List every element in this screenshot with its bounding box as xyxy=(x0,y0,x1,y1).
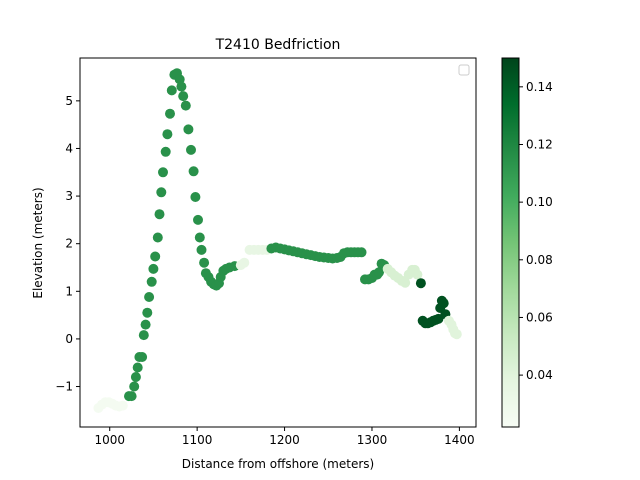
colorbar-tick-label: 0.12 xyxy=(526,137,553,151)
data-point xyxy=(144,292,155,302)
data-point xyxy=(199,257,210,268)
data-point xyxy=(166,85,177,96)
data-point xyxy=(152,232,163,243)
legend-box xyxy=(458,64,470,76)
y-axis: −1 0 1 2 3 4 5 xyxy=(55,94,80,394)
data-point xyxy=(137,352,148,362)
y-tick-label: 5 xyxy=(65,94,73,108)
y-tick-label: −1 xyxy=(55,380,73,394)
data-point xyxy=(117,400,128,411)
data-point xyxy=(162,129,173,140)
x-axis-label: Distance from offshore (meters) xyxy=(182,457,374,471)
colorbar-tick-label: 0.14 xyxy=(526,80,553,94)
x-tick-label: 1100 xyxy=(182,433,213,447)
x-tick-label: 1200 xyxy=(269,433,300,447)
colorbar-tick-label: 0.08 xyxy=(526,253,553,267)
data-point xyxy=(412,269,423,280)
data-point xyxy=(188,166,199,177)
data-point xyxy=(130,372,141,382)
data-point xyxy=(154,209,165,220)
data-point xyxy=(186,144,196,155)
data-point xyxy=(433,313,444,324)
colorbar-tick-label: 0.10 xyxy=(526,195,553,209)
chart-title: T2410 Bedfriction xyxy=(215,37,341,53)
data-point xyxy=(451,329,462,340)
data-point xyxy=(148,263,159,274)
y-tick-label: 4 xyxy=(65,141,73,155)
data-point xyxy=(165,108,175,119)
data-point xyxy=(138,330,149,341)
data-point xyxy=(194,232,205,243)
data-point xyxy=(146,276,157,287)
colorbar-tick-label: 0.04 xyxy=(526,368,553,382)
data-point xyxy=(132,362,143,373)
data-point xyxy=(140,319,151,330)
data-point xyxy=(415,278,426,289)
data-point xyxy=(178,91,189,102)
data-point xyxy=(374,267,384,278)
y-tick-label: 0 xyxy=(65,332,73,346)
y-tick-label: 3 xyxy=(65,189,73,203)
y-tick-label: 1 xyxy=(65,284,73,298)
x-tick-label: 1400 xyxy=(444,433,475,447)
data-point xyxy=(126,391,137,402)
x-axis: 1000 1100 1200 1300 1400 xyxy=(94,427,475,447)
data-point xyxy=(142,307,153,318)
data-point xyxy=(150,251,161,262)
x-tick-label: 1000 xyxy=(94,433,125,447)
data-point xyxy=(160,146,171,157)
data-point xyxy=(193,214,203,225)
data-point xyxy=(183,124,194,135)
data-point xyxy=(129,381,140,392)
data-point xyxy=(156,187,167,198)
colorbar-axis: 0.04 0.06 0.08 0.10 0.12 0.14 xyxy=(519,80,553,382)
colorbar-tick-label: 0.06 xyxy=(526,310,553,324)
colorbar xyxy=(501,57,520,428)
data-point xyxy=(190,192,201,202)
y-tick-label: 2 xyxy=(65,237,73,251)
data-point xyxy=(239,257,250,268)
data-point xyxy=(180,100,191,111)
y-axis-label: Elevation (meters) xyxy=(31,187,45,298)
data-point xyxy=(176,81,187,92)
x-tick-label: 1300 xyxy=(357,433,388,447)
plot-frame xyxy=(79,57,477,428)
data-point xyxy=(400,277,411,288)
scatter-points xyxy=(93,68,462,413)
data-point xyxy=(438,298,449,309)
data-point xyxy=(196,244,207,255)
data-point xyxy=(356,247,367,258)
data-point xyxy=(158,167,168,178)
